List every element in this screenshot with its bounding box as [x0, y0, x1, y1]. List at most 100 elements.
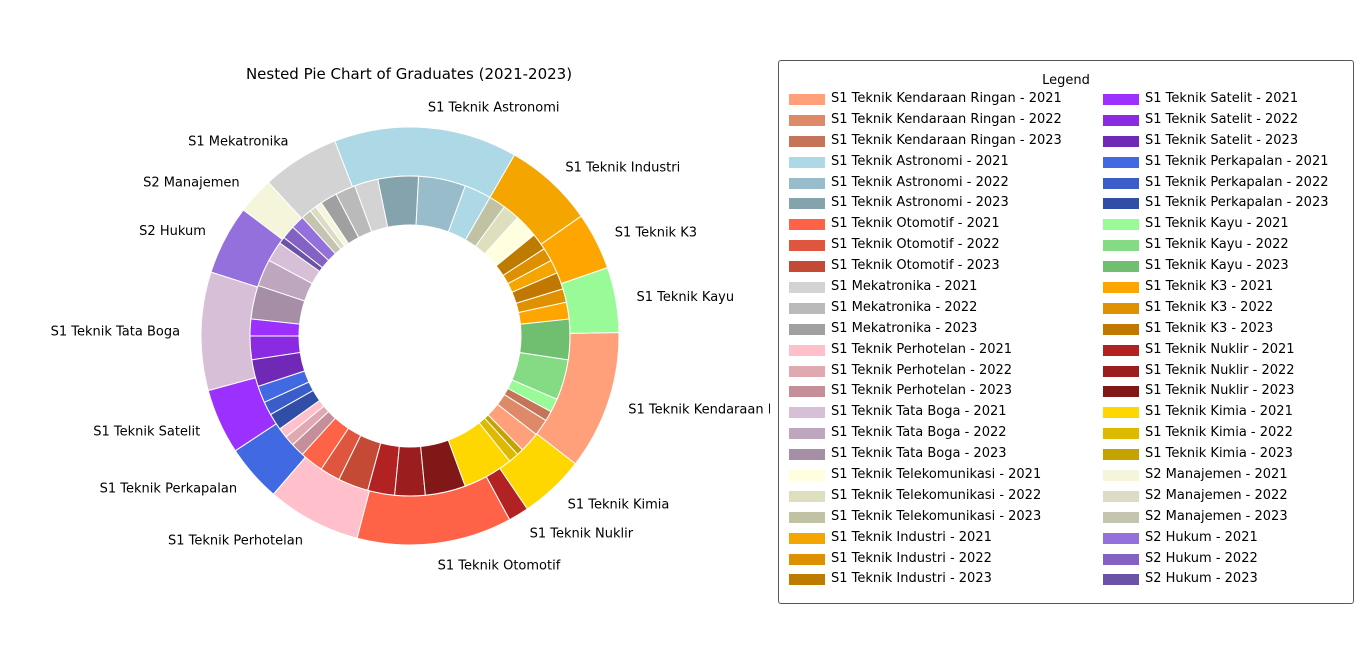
legend-label: S1 Teknik Kendaraan Ringan - 2021	[831, 91, 1062, 106]
legend-label: S1 Teknik Tata Boga - 2022	[831, 425, 1007, 441]
legend-swatch	[1103, 198, 1139, 210]
legend-label: S1 Teknik Satelit - 2021	[1145, 91, 1299, 106]
legend-swatch	[1103, 449, 1139, 461]
legend-label: S1 Teknik Kimia - 2021	[1145, 404, 1293, 420]
legend-label: S2 Hukum - 2023	[1145, 571, 1258, 587]
legend-swatch	[1103, 261, 1139, 273]
legend-swatch	[789, 470, 825, 482]
legend-swatch	[1103, 511, 1139, 523]
legend-label: S1 Teknik Tata Boga - 2023	[831, 446, 1007, 462]
inner-ring	[249, 175, 571, 497]
legend-label: S1 Teknik K3 - 2021	[1145, 279, 1274, 295]
legend-label: S1 Teknik Astronomi - 2021	[831, 153, 1009, 169]
legend-label: S1 Mekatronika - 2022	[831, 299, 978, 315]
legend-swatch	[789, 344, 825, 356]
outer-label-s1-teknik-tata-boga: S1 Teknik Tata Boga	[51, 325, 180, 340]
legend-swatch	[789, 219, 825, 231]
legend-label: S2 Hukum - 2021	[1145, 529, 1258, 545]
outer-label-s2-hukum: S2 Hukum	[139, 224, 206, 239]
legend-label: S1 Teknik Perhotelan - 2021	[831, 341, 1013, 357]
legend-label: S1 Teknik Perhotelan - 2022	[831, 362, 1013, 378]
outer-label-s1-teknik-kendaraan-ringan: S1 Teknik Kendaraan Ringan	[628, 402, 770, 417]
legend-swatch	[1103, 470, 1139, 482]
legend-swatch	[1103, 553, 1139, 565]
inner-slice-28	[394, 445, 426, 497]
legend-label: S1 Teknik Kayu - 2023	[1145, 258, 1289, 274]
legend-label: S1 Teknik Industri - 2023	[831, 571, 992, 587]
legend-swatch	[789, 261, 825, 273]
legend: Legend S1 Teknik Kendaraan Ringan - 2021…	[778, 60, 1354, 604]
legend-label: S1 Teknik Perkapalan - 2022	[1145, 174, 1329, 190]
outer-label-s1-mekatronika: S1 Mekatronika	[188, 135, 288, 150]
legend-label: S1 Teknik K3 - 2023	[1145, 320, 1274, 336]
legend-swatch	[1103, 135, 1139, 147]
legend-swatch	[789, 553, 825, 565]
legend-swatch	[789, 365, 825, 377]
legend-swatch	[789, 532, 825, 544]
legend-label: S1 Teknik K3 - 2022	[1145, 299, 1274, 315]
legend-swatch	[789, 282, 825, 294]
outer-label-s1-teknik-kimia: S1 Teknik Kimia	[568, 498, 670, 513]
legend-swatch	[1103, 365, 1139, 377]
outer-label-s1-teknik-perhotelan: S1 Teknik Perhotelan	[168, 534, 303, 549]
outer-label-s1-teknik-industri: S1 Teknik Industri	[565, 160, 680, 175]
legend-swatch	[789, 511, 825, 523]
legend-label: S1 Mekatronika - 2021	[831, 279, 978, 295]
outer-label-s1-teknik-k3: S1 Teknik K3	[615, 225, 697, 240]
legend-label: S2 Hukum - 2022	[1145, 550, 1258, 566]
legend-label: S1 Teknik Nuklir - 2022	[1145, 362, 1295, 378]
legend-label: S1 Teknik Otomotif - 2023	[831, 258, 1000, 274]
legend-swatch	[789, 114, 825, 126]
legend-swatch	[1103, 386, 1139, 398]
legend-swatch	[789, 94, 825, 105]
legend-label: S1 Teknik Industri - 2022	[831, 550, 992, 566]
legend-label: S1 Teknik Perkapalan - 2023	[1145, 195, 1329, 211]
outer-label-s2-manajemen: S2 Manajemen	[143, 175, 240, 190]
legend-label: S1 Teknik Industri - 2021	[831, 529, 992, 545]
legend-swatch	[1103, 302, 1139, 314]
outer-label-s1-teknik-perkapalan: S1 Teknik Perkapalan	[100, 482, 237, 497]
legend-label: S1 Teknik Satelit - 2023	[1145, 132, 1299, 148]
legend-label: S2 Manajemen - 2021	[1145, 467, 1288, 483]
legend-swatch	[1103, 219, 1139, 231]
legend-swatch	[1103, 574, 1139, 586]
legend-label: S1 Teknik Telekomunikasi - 2023	[831, 508, 1042, 524]
legend-swatch	[789, 135, 825, 147]
legend-swatch	[789, 323, 825, 335]
chart-title: Nested Pie Chart of Graduates (2021-2023…	[246, 65, 572, 83]
legend-label: S1 Teknik Tata Boga - 2021	[831, 404, 1007, 420]
legend-swatch	[1103, 532, 1139, 544]
legend-swatch	[1103, 323, 1139, 335]
outer-ring	[200, 126, 620, 546]
legend-label: S1 Mekatronika - 2023	[831, 320, 978, 336]
legend-swatch	[789, 449, 825, 461]
legend-label: S1 Teknik Kimia - 2023	[1145, 446, 1293, 462]
legend-label: S1 Teknik Telekomunikasi - 2022	[831, 487, 1042, 503]
legend-swatch	[789, 574, 825, 586]
legend-swatch	[1103, 94, 1139, 105]
nested-pie-chart: Nested Pie Chart of Graduates (2021-2023…	[51, 65, 770, 574]
legend-label: S1 Teknik Telekomunikasi - 2021	[831, 467, 1042, 483]
legend-swatch	[789, 302, 825, 314]
legend-swatch	[1103, 407, 1139, 419]
legend-swatch	[1103, 344, 1139, 356]
legend-swatch	[789, 490, 825, 502]
legend-swatch	[1103, 114, 1139, 126]
legend-title: Legend	[1042, 73, 1090, 88]
legend-label: S1 Teknik Perhotelan - 2023	[831, 383, 1013, 399]
legend-label: S1 Teknik Otomotif - 2022	[831, 237, 1000, 253]
legend-swatch	[789, 407, 825, 419]
legend-swatch	[789, 198, 825, 210]
legend-label: S1 Teknik Kayu - 2021	[1145, 216, 1289, 232]
legend-label: S1 Teknik Kendaraan Ringan - 2023	[831, 132, 1062, 148]
legend-label: S1 Teknik Otomotif - 2021	[831, 216, 1000, 232]
legend-label: S1 Teknik Perkapalan - 2021	[1145, 153, 1329, 169]
outer-label-s1-teknik-kayu: S1 Teknik Kayu	[636, 290, 734, 305]
legend-swatch	[789, 428, 825, 440]
legend-swatch	[1103, 240, 1139, 252]
legend-swatch	[789, 156, 825, 168]
outer-slice-s1-teknik-tata-boga	[200, 271, 259, 392]
legend-label: S1 Teknik Kimia - 2022	[1145, 425, 1293, 441]
outer-labels: S1 Teknik Astronomi S1 Mekatronika S2 Mana…	[51, 101, 770, 574]
legend-swatch	[1103, 282, 1139, 294]
